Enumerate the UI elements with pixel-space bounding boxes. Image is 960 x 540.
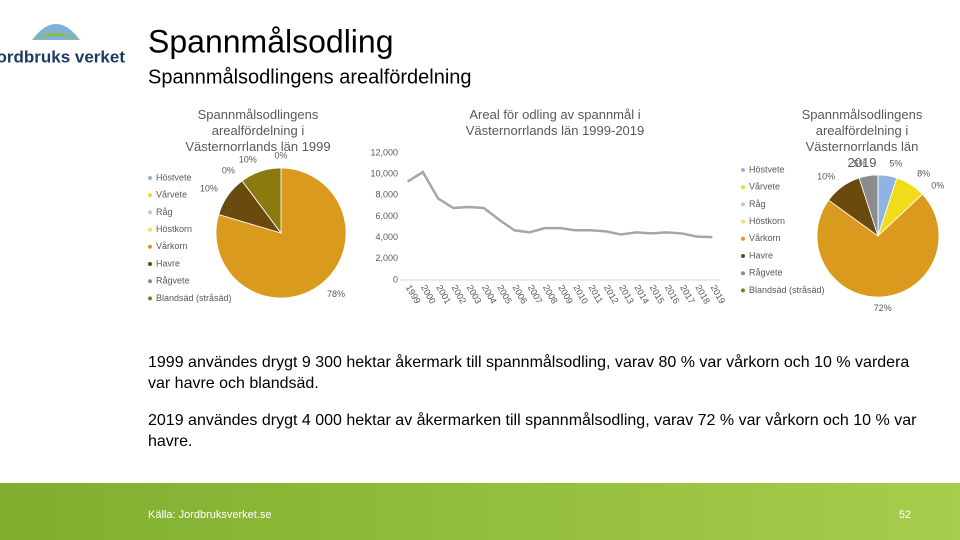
- x-tick-label: 2005: [495, 283, 514, 305]
- x-tick-label: 2013: [617, 283, 636, 305]
- legend-swatch: [741, 168, 745, 172]
- legend-swatch: [741, 271, 745, 276]
- paragraph: 2019 användes drygt 4 000 hektar av åker…: [148, 412, 917, 450]
- legend-label: Havre: [156, 258, 180, 268]
- data-label: 0%: [222, 166, 235, 176]
- legend-swatch: [741, 254, 745, 258]
- slide-subtitle: Spannmålsodlingens arealfördelning: [148, 66, 472, 88]
- x-tick-label: 2002: [450, 283, 469, 305]
- legend-label: Höstkorn: [749, 216, 785, 226]
- legend-swatch: [148, 227, 152, 232]
- x-tick-label: 1999: [404, 283, 423, 305]
- x-tick-label: 2015: [648, 283, 667, 305]
- data-label: 10%: [817, 171, 835, 181]
- legend-label: Havre: [749, 250, 773, 260]
- x-tick-label: 2008: [541, 283, 560, 305]
- x-tick-label: 2000: [419, 283, 438, 305]
- x-tick-label: 2004: [480, 283, 499, 305]
- legend-label: Blandsäd (stråsäd): [749, 285, 825, 295]
- paragraph: 1999 användes drygt 9 300 hektar åkermar…: [148, 354, 910, 392]
- x-tick-label: 2003: [465, 283, 484, 305]
- chart-title: Spannmålsodlingens arealfördelning i Väste…: [802, 107, 923, 170]
- x-tick-label: 2009: [556, 283, 575, 305]
- y-tick-label: 12,000: [370, 147, 398, 157]
- legend-swatch: [148, 262, 152, 266]
- pie-slice: [816, 193, 940, 298]
- legend-label: Höstkorn: [156, 224, 192, 234]
- legend-label: Vårvete: [749, 182, 780, 192]
- data-label: 0%: [274, 150, 287, 160]
- legend-label: Rågvete: [749, 268, 783, 278]
- logo-text: Jordbruks verket: [0, 47, 125, 66]
- footer-bar: [0, 483, 960, 540]
- legend-label: Blandsäd (stråsäd): [156, 293, 232, 303]
- x-tick-label: 2007: [526, 283, 545, 305]
- x-tick-label: 2001: [434, 283, 453, 305]
- chart-title: Areal för odling av spannmål i Västernorr…: [466, 107, 645, 138]
- legend-label: Råg: [749, 199, 766, 209]
- line-series: [406, 170, 713, 239]
- data-label: 10%: [239, 154, 257, 164]
- y-tick-label: 10,000: [370, 169, 398, 179]
- x-tick-label: 2019: [709, 283, 728, 305]
- legend-label: Vårkorn: [749, 233, 781, 243]
- legend-swatch: [741, 219, 745, 224]
- pie-slice: [241, 167, 282, 235]
- x-tick-label: 2014: [632, 283, 651, 305]
- y-tick-label: 2,000: [375, 253, 398, 263]
- legend-label: Vårvete: [156, 190, 187, 200]
- legend-swatch: [148, 176, 152, 180]
- x-tick-label: 2016: [663, 283, 682, 305]
- x-tick-label: 2010: [571, 283, 590, 305]
- legend-swatch: [741, 185, 745, 190]
- chart-title: Spannmålsodlingens arealfördelning i Väste…: [185, 107, 330, 154]
- y-tick-label: 8,000: [375, 190, 398, 200]
- slide-title: Spannmålsodling: [148, 23, 394, 59]
- x-tick-label: 2018: [693, 283, 712, 305]
- page-number: 52: [899, 509, 911, 521]
- data-label: 10%: [200, 183, 218, 193]
- x-tick-label: 2017: [678, 283, 697, 305]
- x-tick-label: 2006: [510, 283, 529, 305]
- y-tick-label: 4,000: [375, 232, 398, 242]
- y-tick-label: 6,000: [375, 211, 398, 221]
- data-label: 8%: [917, 169, 930, 179]
- data-label: 78%: [327, 289, 345, 299]
- logo: Jordbruks verket: [0, 24, 125, 66]
- legend-swatch: [741, 236, 745, 241]
- legend-swatch: [148, 193, 152, 198]
- data-label: 0%: [931, 180, 944, 190]
- legend-label: Rågvete: [156, 276, 190, 286]
- legend-label: Vårkorn: [156, 241, 188, 251]
- legend-label: Råg: [156, 207, 173, 217]
- pie-slice: [215, 167, 347, 299]
- legend-swatch: [741, 288, 745, 293]
- x-tick-label: 2012: [602, 283, 621, 305]
- data-label: 5%: [854, 158, 867, 168]
- legend-swatch: [148, 210, 152, 215]
- x-tick-label: 2011: [587, 283, 605, 305]
- legend-swatch: [741, 202, 745, 207]
- footer-source: Källa: Jordbruksverket.se: [148, 509, 272, 521]
- legend-swatch: [148, 279, 152, 284]
- data-label: 5%: [889, 158, 902, 168]
- y-tick-label: 0: [393, 274, 398, 284]
- legend-swatch: [148, 296, 152, 301]
- legend-swatch: [148, 244, 152, 249]
- data-label: 72%: [874, 303, 892, 313]
- legend-label: Höstvete: [156, 172, 192, 182]
- legend-label: Höstvete: [749, 164, 785, 174]
